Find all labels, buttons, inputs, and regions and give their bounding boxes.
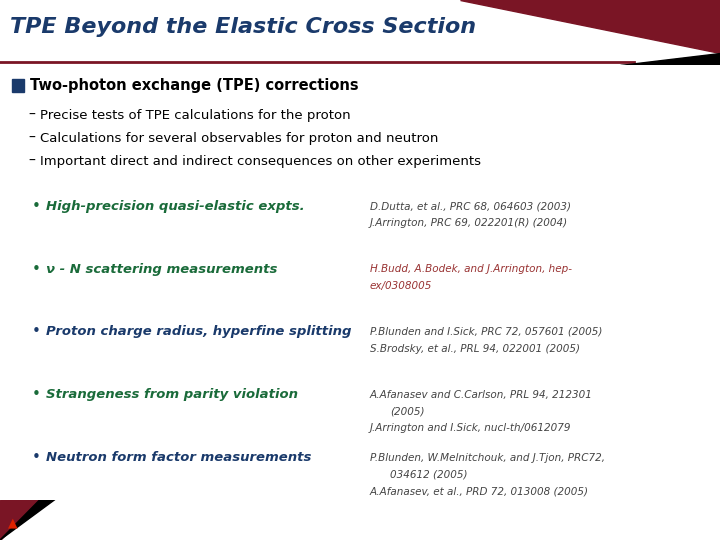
Text: Precise tests of TPE calculations for the proton: Precise tests of TPE calculations for th… (40, 109, 351, 122)
Text: Strangeness from parity violation: Strangeness from parity violation (46, 388, 298, 401)
Text: 29: 29 (690, 515, 705, 525)
Text: A.Afanasev and C.Carlson, PRL 94, 212301: A.Afanasev and C.Carlson, PRL 94, 212301 (370, 390, 593, 400)
Text: •: • (32, 261, 41, 276)
Text: (2005): (2005) (390, 407, 425, 416)
Text: –: – (28, 154, 35, 168)
Text: P.Blunden and I.Sick, PRC 72, 057601 (2005): P.Blunden and I.Sick, PRC 72, 057601 (20… (370, 327, 603, 337)
Polygon shape (0, 500, 40, 540)
Polygon shape (460, 0, 720, 53)
Polygon shape (620, 53, 720, 65)
Text: S.Brodsky, et al., PRL 94, 022001 (2005): S.Brodsky, et al., PRL 94, 022001 (2005) (370, 343, 580, 354)
Text: Neutron form factor measurements: Neutron form factor measurements (46, 451, 311, 464)
Text: ex/0308005: ex/0308005 (370, 281, 433, 291)
Text: 034612 (2005): 034612 (2005) (390, 469, 467, 480)
Text: –: – (28, 108, 35, 122)
Text: Calculations for several observables for proton and neutron: Calculations for several observables for… (40, 132, 438, 145)
Text: –: – (28, 131, 35, 145)
Text: J.Arrington and I.Sick, nucl-th/0612079: J.Arrington and I.Sick, nucl-th/0612079 (370, 423, 572, 433)
Text: Two-photon exchange (TPE) corrections: Two-photon exchange (TPE) corrections (30, 78, 359, 93)
Text: •: • (32, 325, 41, 340)
Bar (12, 79, 24, 92)
Text: H.Budd, A.Bodek, and J.Arrington, hep-: H.Budd, A.Bodek, and J.Arrington, hep- (370, 264, 572, 274)
Text: A.Afanasev, et al., PRD 72, 013008 (2005): A.Afanasev, et al., PRD 72, 013008 (2005… (370, 486, 589, 496)
Text: Important direct and indirect consequences on other experiments: Important direct and indirect consequenc… (40, 154, 481, 167)
Text: •: • (32, 450, 41, 465)
Text: High-precision quasi-elastic expts.: High-precision quasi-elastic expts. (46, 200, 305, 213)
Text: P.Blunden, W.Melnitchouk, and J.Tjon, PRC72,: P.Blunden, W.Melnitchouk, and J.Tjon, PR… (370, 453, 605, 463)
Text: •: • (32, 387, 41, 402)
Text: J.Arrington, PRC 69, 022201(R) (2004): J.Arrington, PRC 69, 022201(R) (2004) (370, 218, 568, 228)
Text: Proton charge radius, hyperfine splitting: Proton charge radius, hyperfine splittin… (46, 326, 351, 339)
Text: D.Dutta, et al., PRC 68, 064603 (2003): D.Dutta, et al., PRC 68, 064603 (2003) (370, 201, 571, 211)
Polygon shape (0, 500, 55, 540)
Text: ν - N scattering measurements: ν - N scattering measurements (46, 262, 277, 275)
Text: TPE Beyond the Elastic Cross Section: TPE Beyond the Elastic Cross Section (10, 17, 476, 37)
Text: ▲: ▲ (8, 517, 17, 530)
Text: •: • (32, 199, 41, 214)
